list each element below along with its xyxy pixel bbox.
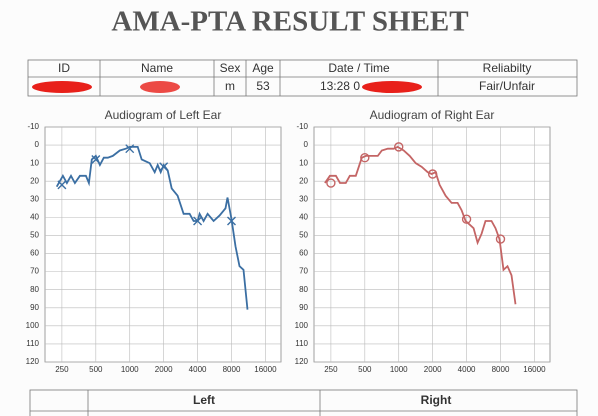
y-tick-label: 90 — [299, 303, 308, 312]
x-tick-label: 4000 — [458, 365, 476, 374]
header-cell: Sex — [220, 61, 241, 75]
hearing-trace — [324, 145, 517, 305]
y-tick-label: 110 — [26, 339, 39, 348]
x-tick-label: 250 — [324, 365, 338, 374]
threshold-marker — [427, 169, 438, 179]
reliability-cell: Fair/Unfair — [479, 79, 535, 93]
header-cell: Left — [193, 393, 215, 407]
threshold-marker — [159, 162, 169, 172]
threshold-marker — [394, 142, 404, 152]
threshold-marker — [57, 180, 67, 190]
x-tick-label: 2000 — [155, 365, 173, 374]
y-tick-label: 10 — [299, 158, 308, 167]
y-tick-label: 60 — [299, 249, 308, 258]
chart-title: Audiogram of Right Ear — [370, 108, 495, 122]
y-tick-label: 40 — [299, 212, 308, 221]
x-tick-label: 16000 — [523, 365, 546, 374]
threshold-marker — [461, 214, 472, 224]
y-tick-label: -10 — [27, 122, 39, 131]
y-tick-label: 110 — [295, 339, 308, 348]
y-tick-label: 50 — [30, 231, 39, 240]
result-table — [29, 389, 578, 416]
threshold-marker — [193, 216, 203, 226]
y-tick-label: 10 — [30, 158, 39, 167]
y-tick-label: 120 — [295, 357, 309, 366]
y-tick-label: 20 — [30, 176, 39, 185]
hearing-trace — [55, 146, 249, 310]
y-tick-label: 100 — [26, 321, 40, 330]
x-tick-label: 16000 — [254, 365, 277, 374]
y-tick-label: 100 — [295, 321, 309, 330]
plot-frame — [313, 126, 551, 363]
x-tick-label: 250 — [55, 365, 69, 374]
y-tick-label: 60 — [30, 249, 39, 258]
y-tick-label: 30 — [30, 194, 39, 203]
threshold-marker — [91, 155, 101, 165]
table-border — [29, 389, 578, 416]
header-cell: Reliabilty — [483, 61, 532, 75]
threshold-marker — [360, 153, 370, 163]
y-tick-label: 90 — [30, 303, 39, 312]
y-tick-label: -10 — [296, 122, 308, 131]
x-tick-label: 8000 — [492, 365, 510, 374]
redaction — [140, 81, 180, 93]
y-tick-label: 70 — [299, 267, 308, 276]
plot-frame — [44, 126, 282, 363]
header-cell: ID — [58, 61, 70, 75]
chart-title: Audiogram of Left Ear — [105, 108, 222, 122]
redaction — [32, 81, 92, 93]
y-tick-label: 30 — [299, 194, 308, 203]
x-tick-label: 500 — [89, 365, 103, 374]
info-table — [27, 59, 578, 97]
datetime-cell: 13:28 0 — [320, 79, 360, 93]
y-tick-label: 80 — [299, 285, 308, 294]
header-cell: Name — [141, 61, 173, 75]
threshold-marker — [227, 216, 236, 226]
x-tick-label: 1000 — [390, 365, 408, 374]
threshold-marker — [125, 144, 135, 154]
age-cell: 53 — [256, 79, 270, 93]
threshold-marker — [326, 178, 336, 188]
y-tick-label: 0 — [304, 140, 309, 149]
y-tick-label: 40 — [30, 212, 39, 221]
header-cell: Age — [252, 61, 274, 75]
sex-cell: m — [225, 79, 235, 93]
x-tick-label: 4000 — [189, 365, 207, 374]
sheet-title: AMA-PTA RESULT SHEET — [111, 6, 468, 38]
y-tick-label: 70 — [30, 267, 39, 276]
x-tick-label: 500 — [358, 365, 372, 374]
table-border — [27, 59, 578, 97]
x-tick-label: 2000 — [424, 365, 442, 374]
x-tick-label: 8000 — [223, 365, 241, 374]
y-tick-label: 50 — [299, 231, 308, 240]
y-tick-label: 120 — [26, 357, 40, 366]
x-tick-label: 1000 — [121, 365, 139, 374]
y-tick-label: 20 — [299, 176, 308, 185]
header-cell: Right — [421, 393, 452, 407]
y-tick-label: 0 — [35, 140, 40, 149]
redaction — [362, 81, 422, 93]
y-tick-label: 80 — [30, 285, 39, 294]
header-cell: Date / Time — [328, 61, 390, 75]
threshold-marker — [495, 234, 506, 244]
